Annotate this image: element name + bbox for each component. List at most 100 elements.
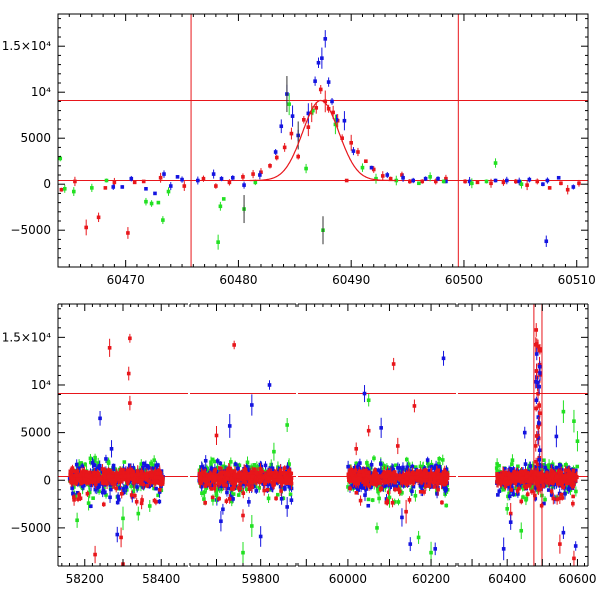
data-point — [357, 477, 361, 481]
data-point — [367, 398, 371, 402]
data-point — [225, 499, 229, 503]
data-point — [119, 474, 123, 478]
data-point — [117, 498, 121, 502]
data-point — [130, 493, 134, 497]
data-point — [140, 498, 144, 502]
data-point — [230, 470, 234, 474]
data-point — [266, 488, 270, 492]
data-point — [505, 179, 509, 183]
data-point — [133, 494, 137, 498]
bottom-segment-area — [58, 334, 188, 569]
data-point — [363, 486, 367, 490]
data-point — [247, 500, 251, 504]
data-point — [237, 486, 241, 490]
data-point — [221, 507, 225, 511]
data-point — [211, 458, 215, 462]
data-point — [70, 477, 74, 481]
data-point — [176, 175, 180, 179]
x-tick-label: 60510 — [558, 273, 596, 287]
data-point — [429, 551, 433, 555]
data-point — [258, 173, 262, 177]
data-point — [102, 503, 106, 507]
data-point — [400, 516, 404, 520]
data-point — [162, 172, 166, 176]
data-point — [348, 487, 352, 491]
data-point — [104, 457, 108, 461]
data-point — [167, 190, 171, 194]
data-point — [85, 474, 89, 478]
data-point — [377, 497, 381, 501]
data-point — [75, 474, 79, 478]
data-point — [128, 401, 132, 405]
data-point — [356, 150, 360, 154]
data-point — [75, 463, 79, 467]
data-point — [254, 181, 258, 185]
data-point — [111, 185, 115, 189]
data-point — [215, 494, 219, 498]
data-point — [115, 533, 119, 537]
data-point — [489, 181, 493, 185]
data-point — [252, 463, 256, 467]
data-point — [83, 470, 87, 474]
data-point — [364, 477, 368, 481]
data-point — [237, 493, 241, 497]
data-point — [219, 519, 223, 523]
data-point — [86, 492, 90, 496]
data-point — [153, 192, 157, 196]
data-point — [405, 472, 409, 476]
data-point — [273, 479, 277, 483]
data-point — [79, 496, 83, 500]
data-point — [463, 180, 467, 184]
x-tick-label: 60500 — [445, 273, 483, 287]
y-tick-label: −5000 — [10, 223, 51, 237]
data-point — [213, 478, 217, 482]
data-point — [140, 470, 144, 474]
data-point — [228, 497, 232, 501]
data-point — [358, 461, 362, 465]
data-point — [136, 469, 140, 473]
data-point — [370, 166, 374, 170]
data-point — [442, 357, 446, 361]
data-point — [144, 464, 148, 468]
data-point — [98, 417, 102, 421]
data-point — [381, 480, 385, 484]
data-point — [546, 179, 550, 183]
data-point — [403, 480, 407, 484]
data-point — [248, 487, 252, 491]
data-point — [103, 490, 107, 494]
data-point — [115, 471, 119, 475]
data-point — [370, 463, 374, 467]
data-point — [241, 514, 245, 518]
data-point — [408, 180, 412, 184]
data-point — [440, 501, 444, 505]
data-point — [323, 37, 327, 41]
data-point — [414, 494, 418, 498]
data-point — [355, 491, 359, 495]
data-point — [416, 469, 420, 473]
data-point — [268, 164, 272, 168]
data-point — [288, 468, 292, 472]
data-point — [359, 499, 363, 503]
data-point — [116, 495, 120, 499]
data-point — [109, 488, 113, 492]
data-point — [126, 231, 130, 235]
data-point — [251, 475, 255, 479]
data-point — [110, 447, 114, 451]
data-point — [566, 188, 570, 192]
data-point — [133, 181, 137, 185]
data-point — [231, 497, 235, 501]
data-point — [385, 173, 389, 177]
data-point — [241, 491, 245, 495]
data-point — [422, 490, 426, 494]
data-point — [72, 190, 76, 194]
data-point — [219, 204, 223, 208]
data-point — [388, 477, 392, 481]
data-point — [287, 102, 291, 106]
data-point — [543, 498, 547, 502]
data-point — [69, 470, 73, 474]
data-point — [401, 176, 405, 180]
data-point — [375, 526, 379, 530]
data-point — [494, 161, 498, 165]
data-point — [91, 496, 95, 500]
data-point — [250, 403, 254, 407]
